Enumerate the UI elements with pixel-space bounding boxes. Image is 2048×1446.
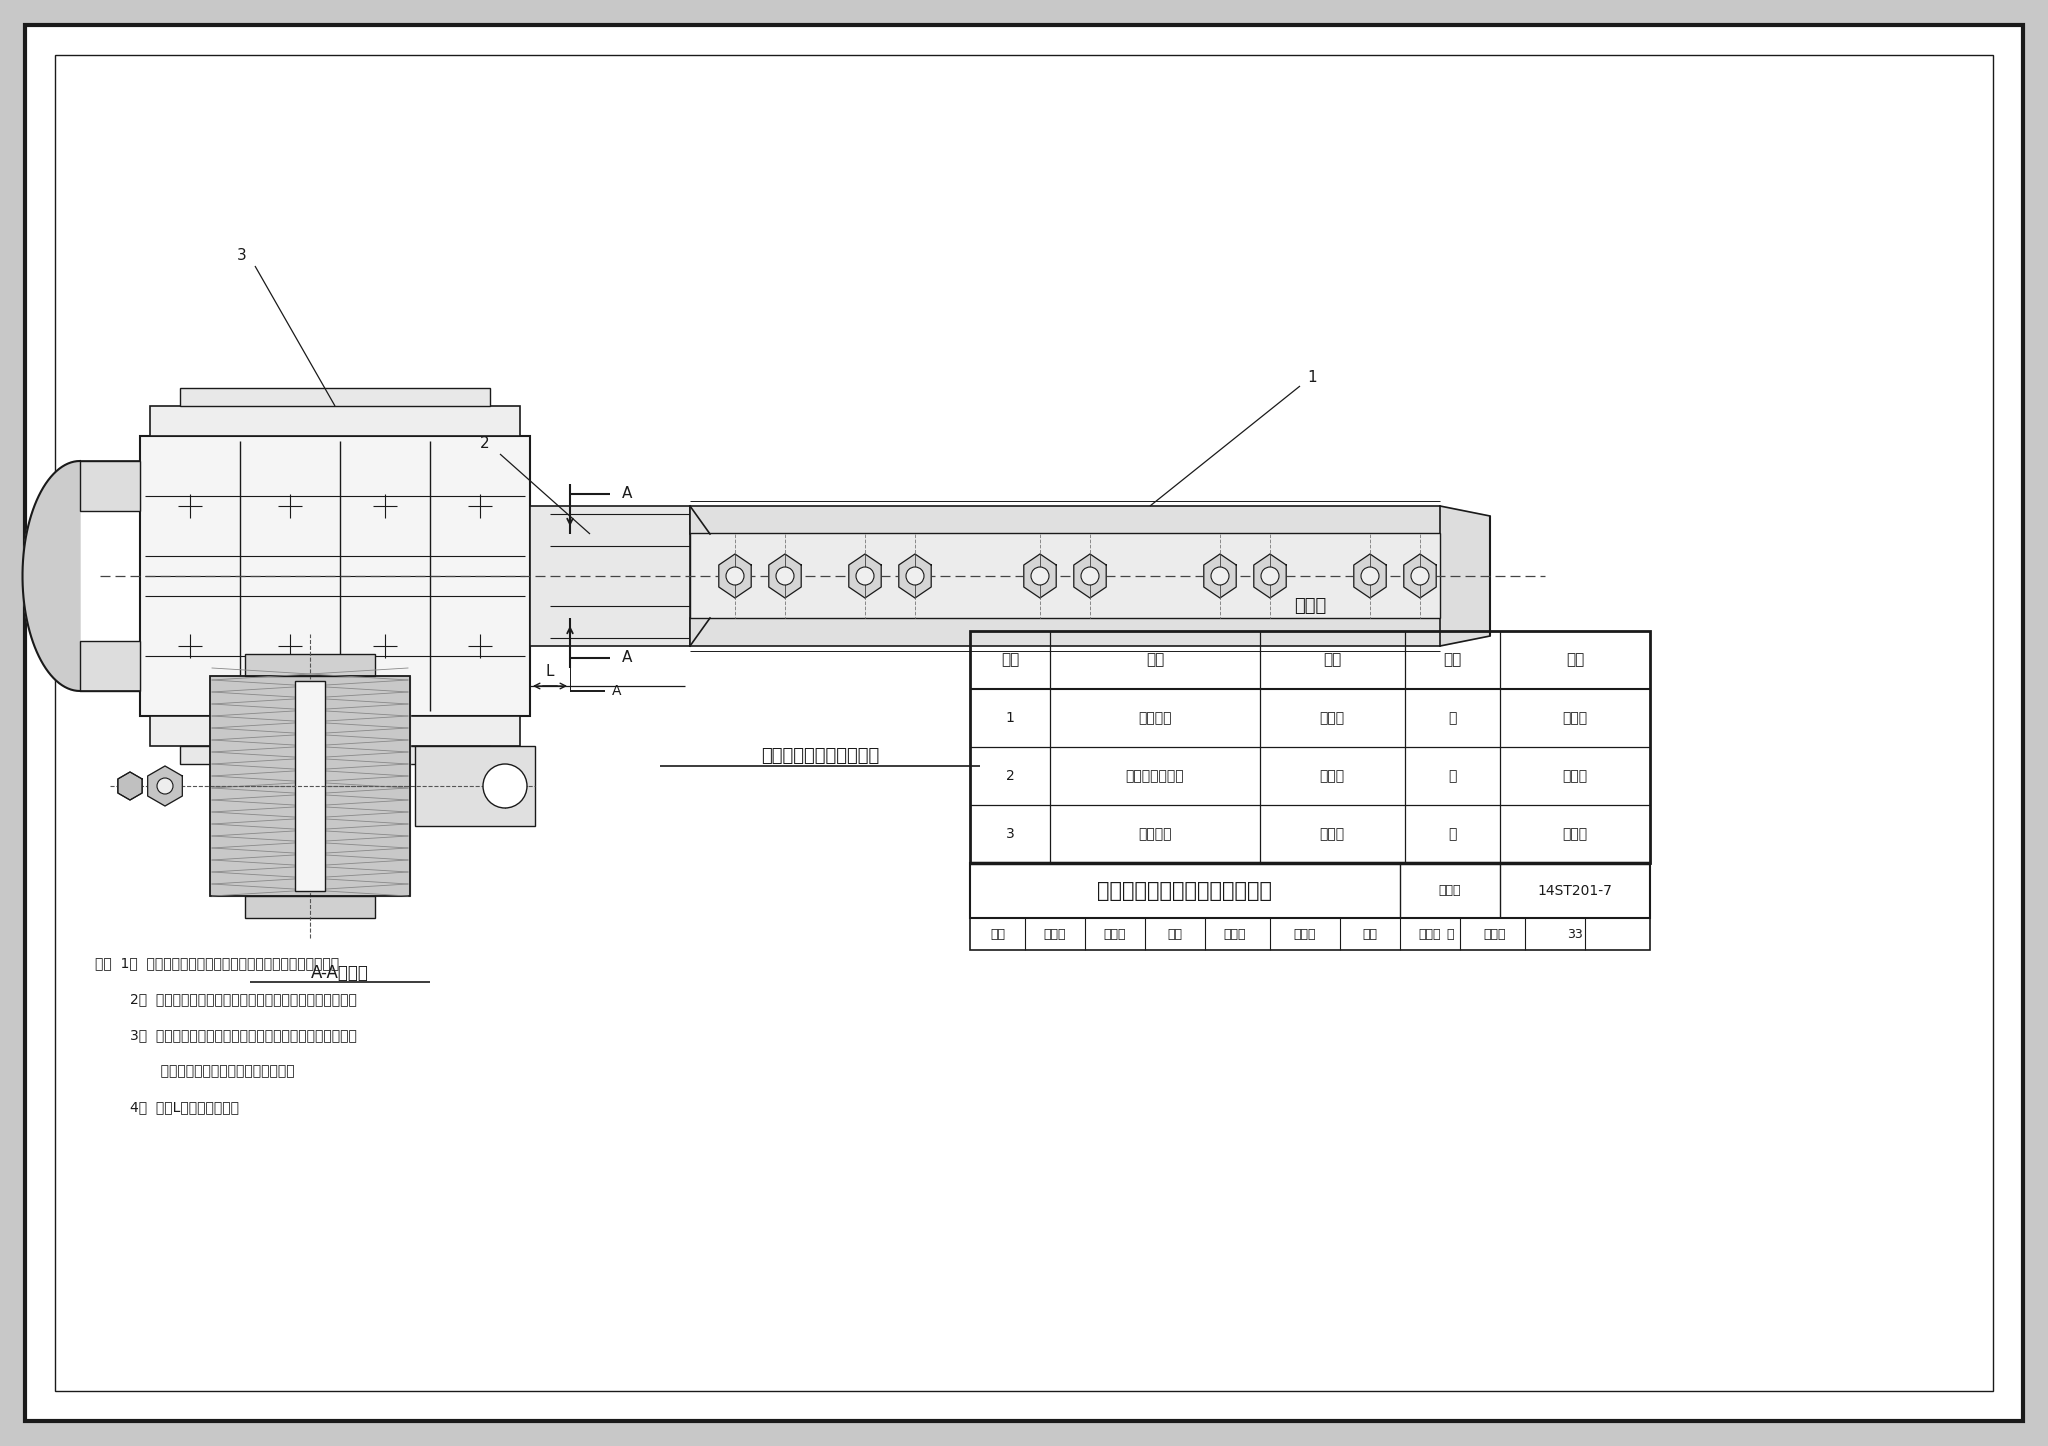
Text: 套: 套 xyxy=(1448,711,1456,724)
Circle shape xyxy=(1210,567,1229,586)
Text: 铜、铝: 铜、铝 xyxy=(1319,711,1346,724)
Bar xyxy=(971,630,1651,863)
Bar xyxy=(246,897,375,918)
Polygon shape xyxy=(1440,506,1491,646)
Text: 下接触式接触轨电连接板安装图: 下接触式接触轨电连接板安装图 xyxy=(1098,881,1272,901)
Text: 按设计: 按设计 xyxy=(1563,769,1587,782)
Polygon shape xyxy=(211,675,410,897)
Text: 玻璃钢: 玻璃钢 xyxy=(1319,827,1346,842)
Polygon shape xyxy=(119,772,141,800)
Circle shape xyxy=(725,567,743,586)
Text: A: A xyxy=(612,684,623,698)
Circle shape xyxy=(856,567,874,586)
Text: 按设计: 按设计 xyxy=(1563,827,1587,842)
Text: 3: 3 xyxy=(1006,827,1014,842)
Text: 2: 2 xyxy=(1006,769,1014,782)
Text: 名称: 名称 xyxy=(1147,652,1163,668)
Bar xyxy=(416,746,535,826)
Text: 3: 3 xyxy=(238,249,248,263)
Text: A: A xyxy=(623,486,633,502)
Text: 蔡红川: 蔡红川 xyxy=(1294,927,1317,940)
Text: 2: 2 xyxy=(479,437,489,451)
Text: 套: 套 xyxy=(1448,827,1456,842)
Bar xyxy=(180,746,489,763)
Polygon shape xyxy=(1403,554,1436,599)
Text: 数量: 数量 xyxy=(1567,652,1583,668)
Bar xyxy=(690,506,1440,534)
Text: 材料: 材料 xyxy=(1323,652,1341,668)
Polygon shape xyxy=(1253,554,1286,599)
Polygon shape xyxy=(1073,554,1106,599)
Text: 校对: 校对 xyxy=(1167,927,1182,940)
Bar xyxy=(150,716,520,746)
Circle shape xyxy=(905,567,924,586)
Text: 4．  图中L为设计给定值。: 4． 图中L为设计给定值。 xyxy=(94,1100,240,1113)
Text: 审核: 审核 xyxy=(991,927,1006,940)
Text: 图集号: 图集号 xyxy=(1440,885,1462,898)
Text: 3．  电连接板与接触轨连接牢固可靠，电缆排列整齐、固定: 3． 电连接板与接触轨连接牢固可靠，电缆排列整齐、固定 xyxy=(94,1028,356,1043)
Polygon shape xyxy=(1024,554,1057,599)
Text: 高乙了: 高乙了 xyxy=(1104,927,1126,940)
Text: L: L xyxy=(545,664,555,678)
Text: 设计: 设计 xyxy=(1362,927,1378,940)
Text: 1: 1 xyxy=(1006,711,1014,724)
Polygon shape xyxy=(1354,554,1386,599)
Bar xyxy=(211,675,410,897)
Bar xyxy=(971,918,1651,950)
Text: 绝缘支架: 绝缘支架 xyxy=(1139,827,1171,842)
Bar xyxy=(971,863,1651,918)
Circle shape xyxy=(1030,567,1049,586)
Text: 牢固，标志牌字迹清晰、挂装牢靠。: 牢固，标志牌字迹清晰、挂装牢靠。 xyxy=(94,1064,295,1079)
Text: 14ST201-7: 14ST201-7 xyxy=(1538,884,1612,898)
Text: 页: 页 xyxy=(1446,927,1454,940)
Polygon shape xyxy=(1204,554,1237,599)
Text: 接触轨电连接板正立面图: 接触轨电连接板正立面图 xyxy=(762,748,879,765)
Polygon shape xyxy=(719,554,752,599)
Text: 套: 套 xyxy=(1448,769,1456,782)
Text: 刘士哈: 刘士哈 xyxy=(1483,927,1505,940)
Polygon shape xyxy=(23,461,80,691)
Text: 材料表: 材料表 xyxy=(1294,597,1327,615)
Bar xyxy=(150,406,520,437)
Text: 钢铝复合接触轨: 钢铝复合接触轨 xyxy=(1126,769,1184,782)
Bar xyxy=(530,506,690,646)
Polygon shape xyxy=(848,554,881,599)
Bar xyxy=(246,654,375,675)
Polygon shape xyxy=(147,766,182,805)
Bar xyxy=(180,388,489,406)
Text: 注：  1．  电连接板所有安装接触面均应清洁，涂抹导电油脂。: 注： 1． 电连接板所有安装接触面均应清洁，涂抹导电油脂。 xyxy=(94,956,340,970)
Circle shape xyxy=(1262,567,1280,586)
Text: 单位: 单位 xyxy=(1444,652,1460,668)
Bar xyxy=(690,534,1440,617)
Polygon shape xyxy=(768,554,801,599)
Text: 序号: 序号 xyxy=(1001,652,1020,668)
Bar xyxy=(295,681,326,891)
Text: A: A xyxy=(623,651,633,665)
Polygon shape xyxy=(119,772,141,800)
Text: 33: 33 xyxy=(1567,927,1583,940)
Text: 钢、铝: 钢、铝 xyxy=(1319,769,1346,782)
Text: 2．  安装中不允许用锤击或顶压等冲击性外力使零件就位。: 2． 安装中不允许用锤击或顶压等冲击性外力使零件就位。 xyxy=(94,992,356,1006)
Text: 电连接板: 电连接板 xyxy=(1139,711,1171,724)
Bar xyxy=(139,437,530,716)
Text: A-A剖面图: A-A剖面图 xyxy=(311,964,369,982)
Bar xyxy=(690,617,1440,646)
Circle shape xyxy=(1081,567,1100,586)
Circle shape xyxy=(483,763,526,808)
Circle shape xyxy=(1411,567,1430,586)
Text: 蔡志刚: 蔡志刚 xyxy=(1225,927,1247,940)
Text: 葛义飞: 葛义飞 xyxy=(1044,927,1067,940)
Circle shape xyxy=(1362,567,1378,586)
Polygon shape xyxy=(899,554,932,599)
Text: 1: 1 xyxy=(1307,370,1317,386)
Bar xyxy=(80,461,139,510)
Text: 按设计: 按设计 xyxy=(1563,711,1587,724)
Text: 封书鹏: 封书鹏 xyxy=(1419,927,1442,940)
Bar xyxy=(80,641,139,691)
Circle shape xyxy=(776,567,795,586)
Circle shape xyxy=(158,778,172,794)
